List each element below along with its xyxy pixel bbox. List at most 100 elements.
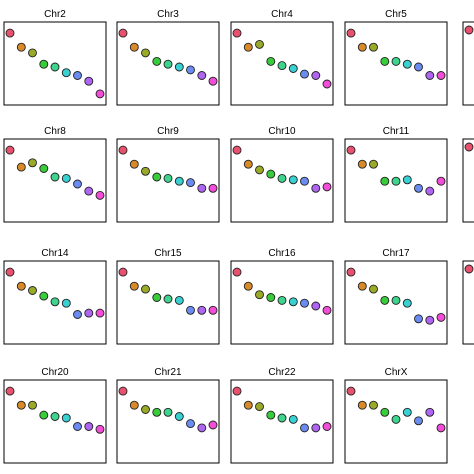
data-point (16, 281, 26, 291)
data-point (357, 159, 367, 169)
panel-frame (230, 379, 334, 464)
data-point (174, 412, 184, 421)
edge-panel-frame (462, 138, 474, 223)
data-point (255, 290, 264, 300)
data-point (266, 293, 276, 302)
data-point (95, 190, 105, 200)
data-point (425, 71, 435, 80)
data-point (73, 310, 82, 319)
data-point (322, 79, 332, 89)
data-point (255, 165, 264, 175)
panel-title: Chr16 (268, 248, 296, 259)
data-point (141, 405, 150, 414)
data-point (391, 56, 401, 66)
data-point (152, 172, 162, 182)
data-point (322, 422, 332, 431)
data-point (84, 422, 94, 431)
data-point (402, 298, 412, 308)
data-point (152, 293, 162, 302)
chart-panel-chr5: Chr5 (344, 9, 448, 106)
data-point (129, 400, 139, 410)
data-point (186, 178, 195, 188)
data-point (243, 400, 253, 410)
data-point (118, 145, 128, 155)
data-point (39, 410, 49, 420)
chart-panel-chr17: Chr17 (344, 248, 448, 345)
panel-frame (116, 260, 220, 345)
panel-title: Chr8 (44, 126, 66, 137)
data-point (95, 424, 105, 434)
data-point (208, 305, 218, 315)
chart-panel-chr21: Chr21 (116, 367, 220, 464)
data-point (425, 315, 435, 325)
data-point (243, 42, 253, 52)
data-point (118, 28, 128, 38)
data-point (391, 295, 401, 305)
data-point (277, 295, 287, 305)
data-point (197, 71, 207, 80)
data-point (311, 301, 321, 311)
chart-panel-chr2: Chr2 (3, 9, 107, 106)
data-point (266, 56, 276, 66)
data-point (28, 400, 37, 410)
data-point (16, 42, 26, 52)
data-point (84, 76, 94, 86)
data-point (208, 420, 218, 430)
data-point (322, 305, 332, 315)
panel-title: Chr15 (154, 248, 182, 259)
data-point (369, 42, 378, 52)
data-point (369, 284, 378, 294)
data-point (414, 183, 423, 193)
chart-panel-chr22: Chr22 (230, 367, 334, 464)
data-point (255, 402, 264, 412)
data-point (402, 175, 412, 185)
data-point (346, 28, 356, 38)
chart-panel-chr11: Chr11 (344, 126, 448, 223)
data-point (255, 39, 264, 49)
data-point (16, 162, 26, 172)
data-point (232, 386, 242, 396)
data-point (174, 62, 184, 72)
data-point (95, 89, 105, 99)
data-point (152, 407, 162, 417)
chart-panel-chr9: Chr9 (116, 126, 220, 223)
data-point (5, 28, 15, 38)
data-point (464, 142, 474, 152)
panel-frame (3, 260, 107, 345)
panel-title: Chr2 (44, 9, 66, 20)
panel-title: Chr14 (41, 248, 69, 259)
data-point (425, 186, 435, 196)
data-point (380, 295, 390, 305)
data-point (61, 413, 71, 423)
data-point (61, 298, 71, 308)
data-point (163, 294, 173, 304)
data-point (346, 386, 356, 396)
chart-panel-chr15: Chr15 (116, 248, 220, 345)
data-point (425, 407, 435, 417)
panel-frame (344, 138, 448, 223)
data-point (232, 28, 242, 38)
data-point (436, 423, 446, 433)
panel-frame (344, 379, 448, 464)
data-point (197, 305, 207, 315)
data-point (311, 423, 321, 433)
data-point (50, 62, 60, 72)
data-point (50, 297, 60, 307)
data-point (39, 164, 49, 173)
chart-panel-chr14: Chr14 (3, 248, 107, 345)
data-point (232, 267, 242, 277)
data-point (61, 173, 71, 183)
data-point (436, 176, 446, 186)
data-point (197, 423, 207, 433)
data-point (277, 173, 287, 183)
data-point (28, 158, 37, 168)
data-point (266, 169, 276, 179)
data-point (61, 68, 71, 78)
data-point (129, 159, 139, 169)
data-point (357, 281, 367, 291)
data-point (243, 159, 253, 169)
data-point (5, 386, 15, 396)
data-point (402, 59, 412, 69)
data-point (28, 286, 37, 295)
data-point (163, 407, 173, 417)
